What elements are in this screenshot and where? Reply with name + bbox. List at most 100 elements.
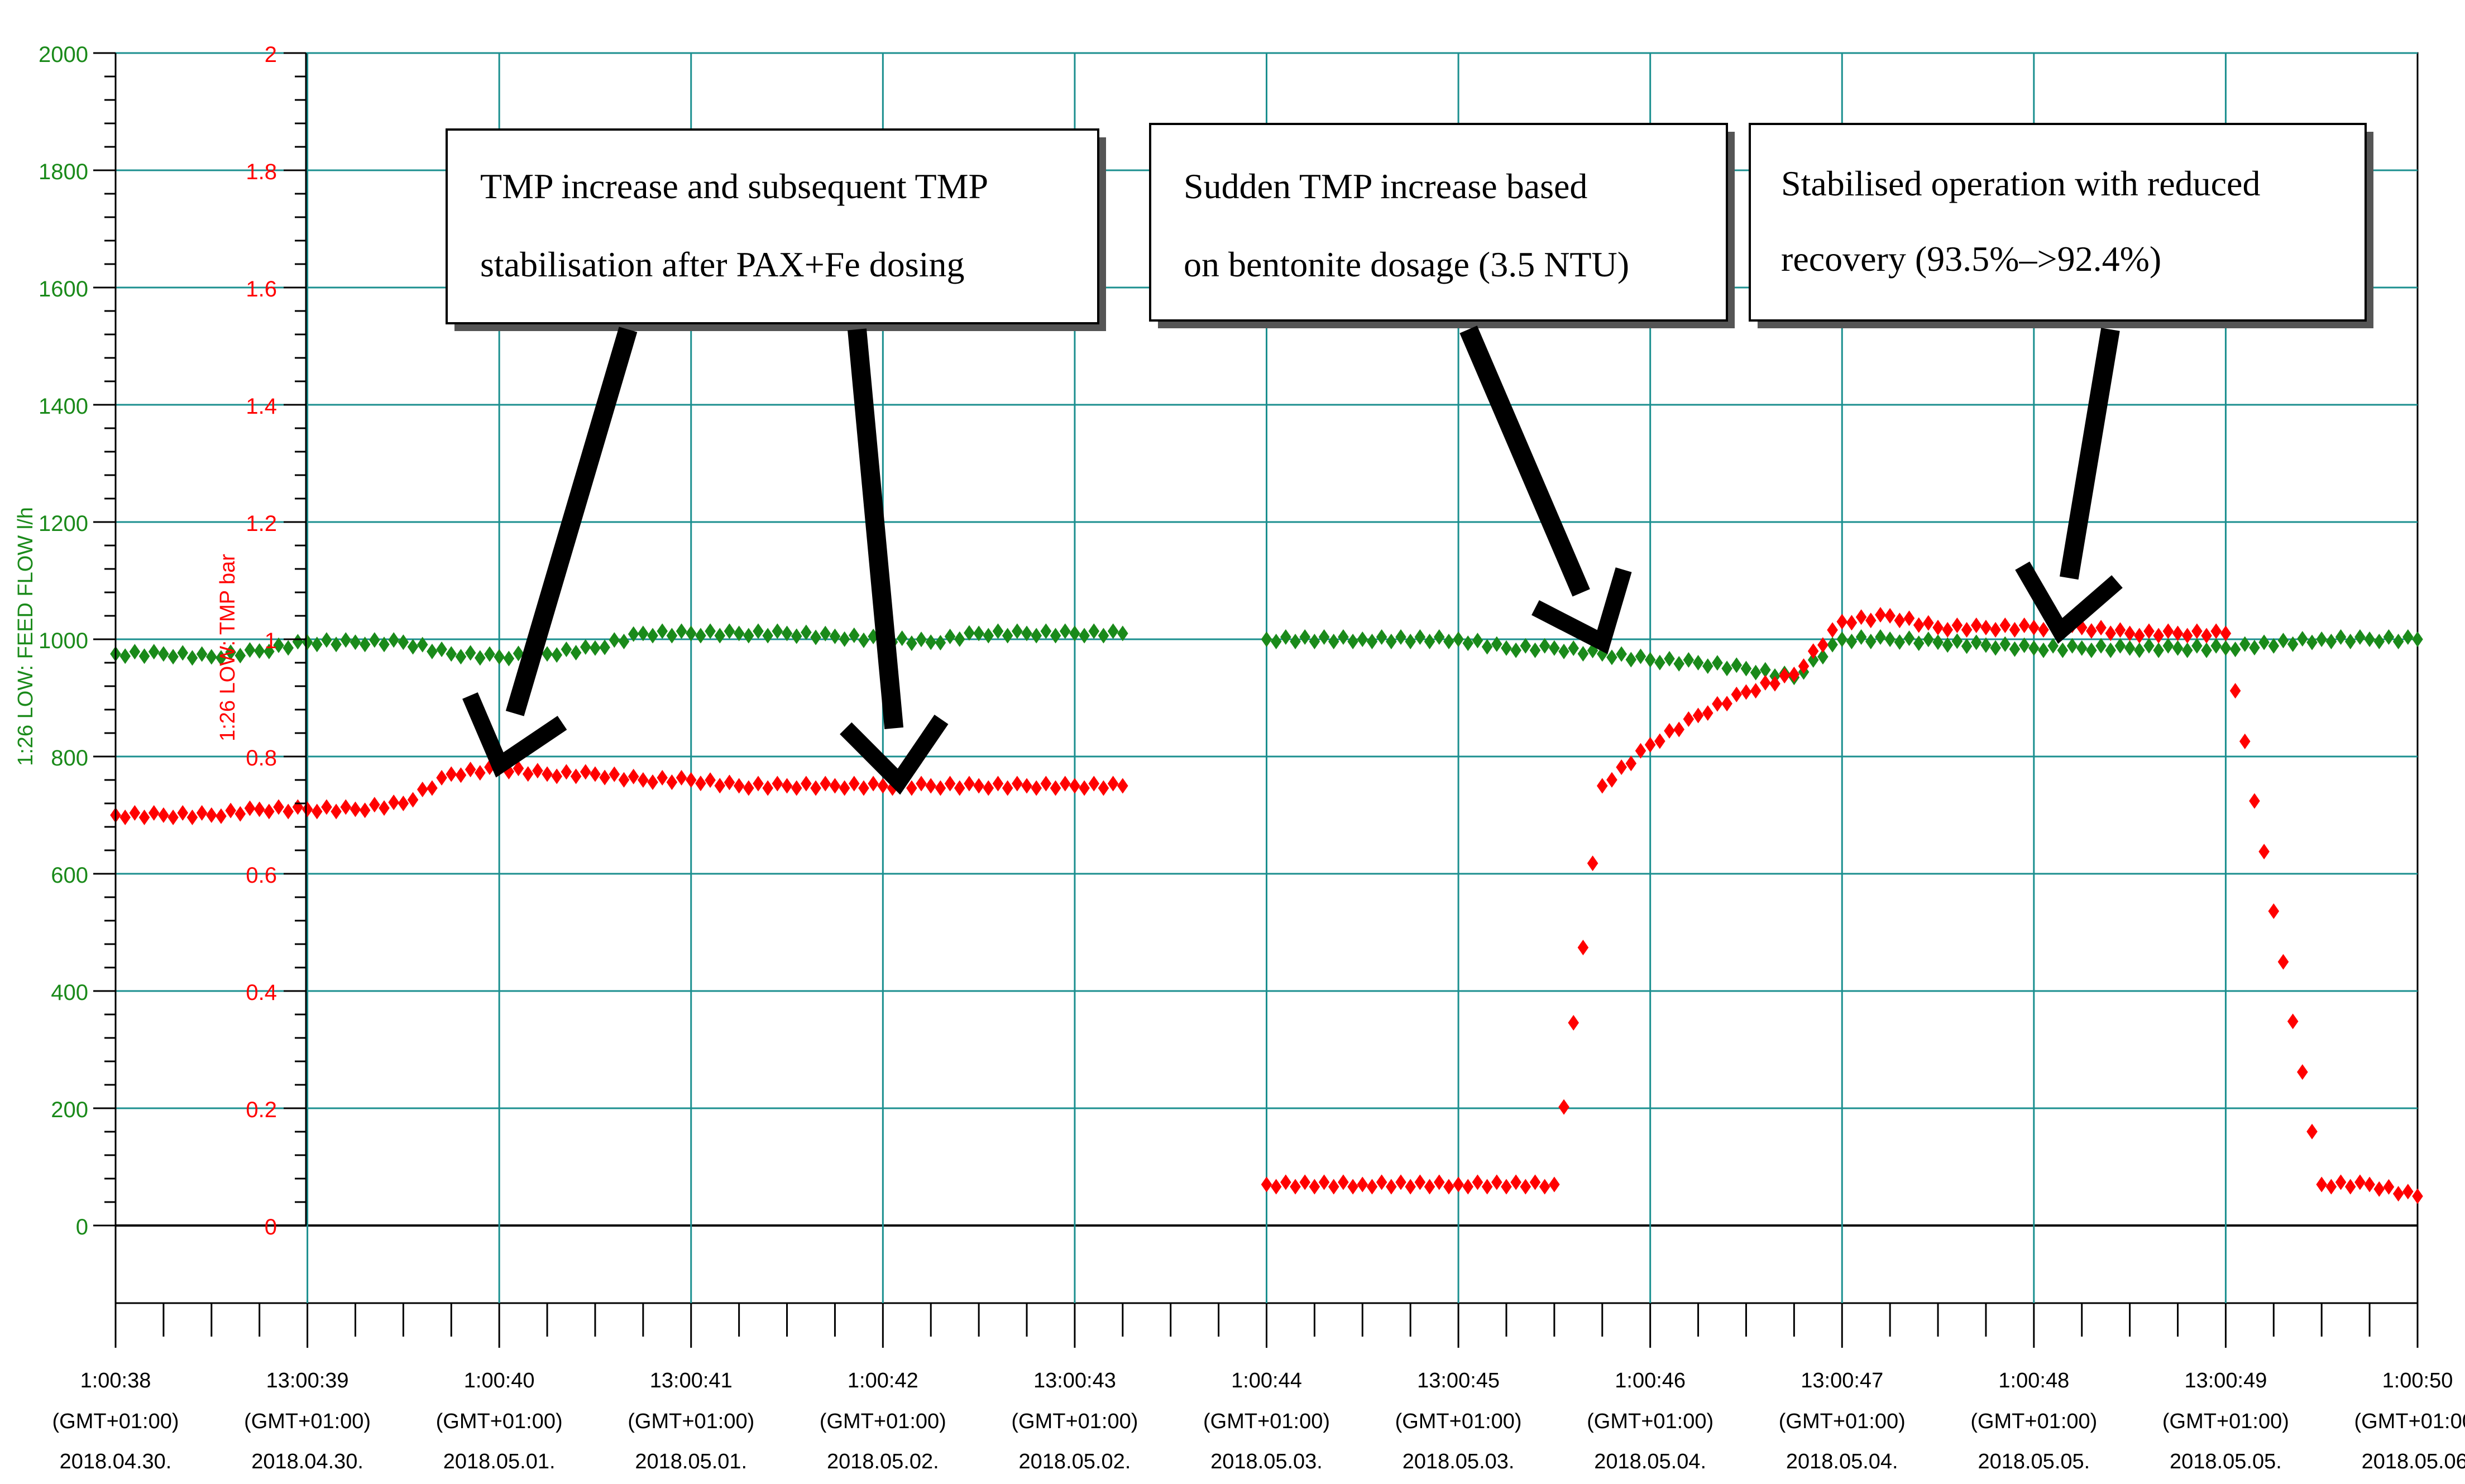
tmp-marker [2412,1188,2423,1204]
tmp-marker [580,764,591,780]
feed-flow-marker [1443,634,1454,649]
feed-flow-marker [225,644,236,660]
tmp-marker [1855,609,1867,625]
feed-flow-marker [906,635,917,652]
tmp-marker [1961,622,1973,638]
feed-flow-marker [301,634,313,650]
tmp-marker [714,778,726,794]
tmp-marker [1328,1179,1339,1195]
tmp-marker [1481,1179,1493,1195]
tmp-marker [954,780,965,796]
annotation-text: on bentonite dosage (3.5 NTU) [1184,245,1629,284]
feed-flow-marker [2220,640,2232,656]
tmp-marker [138,810,150,825]
tmp-tick-label: 1.2 [246,511,277,536]
feed-flow-marker [264,643,275,659]
feed-flow-marker [2268,638,2280,654]
annotation-layer: TMP increase and subsequent TMP stabilisa… [446,123,2373,795]
feed-flow-marker [2344,634,2356,649]
feed-flow-marker [2191,638,2203,654]
feed-flow-marker [781,625,793,642]
feed-flow-marker [234,648,246,664]
tmp-marker [2210,623,2222,639]
tmp-marker [1040,775,1052,792]
feed-flow-marker [2239,636,2251,652]
tmp-marker [685,772,697,788]
feed-flow-marker [638,625,649,642]
x-tick-date: 2018.05.05. [1978,1450,2090,1473]
tmp-marker [1405,1179,1416,1195]
tmp-marker [906,780,917,796]
x-tick-tz: (GMT+01:00) [2162,1410,2289,1433]
tmp-marker [935,780,946,796]
x-tick-tz: (GMT+01:00) [1395,1410,1522,1433]
feed-flow-marker [1433,629,1445,645]
x-tick-date: 2018.05.02. [1019,1450,1131,1473]
tmp-marker [1079,780,1090,796]
tmp-marker [743,780,754,796]
feed-flow-marker [590,640,601,656]
tmp-marker [1644,737,1656,753]
x-tick-tz: (GMT+01:00) [1779,1410,1906,1433]
feed-flow-marker [580,639,591,655]
feed-flow-marker [369,632,380,648]
feed-flow-marker [1107,623,1119,639]
tmp-marker [781,778,793,794]
feed-flow-marker [2316,631,2328,647]
feed-flow-marker [685,625,697,642]
tmp-marker [1683,711,1695,727]
feed-flow-marker [666,628,678,644]
x-tick-time: 13:00:45 [1417,1369,1500,1392]
tmp-marker [973,778,984,794]
feed-flow-marker [1894,634,1906,650]
tmp-marker [791,780,802,796]
feed-flow-marker [916,631,927,648]
tmp-marker [1107,775,1119,792]
tmp-marker [2392,1186,2404,1202]
tmp-marker [1366,1179,1378,1195]
tmp-marker [2162,623,2174,639]
feed-flow-marker [1491,636,1502,652]
tmp-marker [1012,775,1023,792]
feed-flow-marker [561,642,572,658]
feed-flow-marker [791,628,802,644]
feed-flow-marker [446,646,457,662]
tmp-marker [359,802,371,818]
feed-flow-marker [273,637,284,653]
feed-flow-marker [148,644,160,660]
tmp-marker [1750,683,1762,699]
tmp-marker [1731,686,1743,702]
tmp-marker [2277,954,2289,970]
left-tick-label: 2000 [39,42,88,67]
tmp-marker [676,770,687,786]
feed-flow-marker [944,628,956,644]
tmp-marker [1913,617,1925,633]
x-tick-tz: (GMT+01:00) [1587,1410,1713,1433]
feed-flow-marker [2201,642,2212,658]
tmp-marker [772,775,783,792]
arrow-shaft [505,327,638,716]
tmp-tick-label: 1.6 [246,277,277,301]
tmp-marker [1520,1179,1531,1195]
feed-flow-marker [2229,642,2241,658]
tmp-marker [1932,620,1944,635]
tmp-marker [801,775,812,792]
feed-flow-marker [599,639,610,655]
tmp-marker [1817,637,1829,653]
tmp-marker [820,775,831,792]
tmp-marker [1376,1174,1387,1190]
tmp-marker [753,775,764,792]
x-tick-date: 2018.05.06. [2362,1450,2465,1473]
tmp-marker [877,778,889,794]
feed-flow-marker [1453,631,1464,647]
tmp-marker [829,778,841,794]
feed-flow-marker [1299,629,1311,645]
tmp-marker [2076,620,2088,635]
feed-flow-marker [1117,625,1128,642]
annotation-box [1149,123,1728,322]
tmp-marker [570,768,582,784]
feed-flow-marker [1347,634,1358,649]
tmp-marker [119,810,131,825]
tmp-marker [1990,622,2001,638]
tmp-marker [983,780,994,796]
